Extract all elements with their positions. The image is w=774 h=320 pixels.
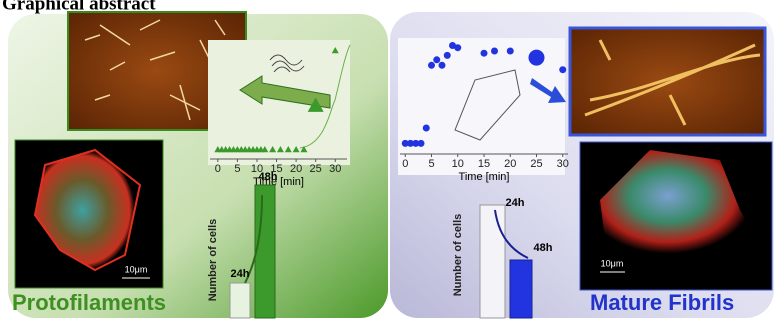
cells-bar bbox=[255, 185, 275, 318]
data-point bbox=[428, 62, 435, 69]
cells-axis-label: Number of cells bbox=[207, 219, 219, 302]
data-point bbox=[444, 52, 451, 59]
data-point bbox=[529, 50, 545, 66]
x-tick-label: 25 bbox=[310, 163, 322, 175]
data-point bbox=[481, 50, 488, 57]
data-point bbox=[454, 44, 461, 51]
data-point bbox=[491, 48, 498, 55]
x-tick-label: 0 bbox=[402, 158, 408, 170]
cells-label: 24h bbox=[506, 197, 525, 209]
x-tick-label: 10 bbox=[452, 158, 464, 170]
cells-axis-label: Number of cells bbox=[452, 214, 464, 297]
panel-label: Protofilaments bbox=[12, 290, 166, 315]
x-tick-label: 0 bbox=[215, 163, 221, 175]
data-point bbox=[559, 66, 566, 73]
x-tick-label: 5 bbox=[234, 163, 240, 175]
panel-label: Mature Fibrils bbox=[590, 290, 734, 315]
cells-bar bbox=[510, 260, 532, 318]
cells-label: 48h bbox=[534, 242, 553, 254]
x-tick-label: 30 bbox=[557, 158, 569, 170]
cells-label: 24h bbox=[231, 268, 250, 280]
x-tick-label: 5 bbox=[428, 158, 434, 170]
data-point bbox=[507, 48, 514, 55]
x-tick-label: 30 bbox=[329, 163, 341, 175]
cells-label: 48h bbox=[259, 171, 278, 183]
x-tick-label: 20 bbox=[504, 158, 516, 170]
cells-bar bbox=[230, 283, 250, 318]
graphical-abstract: Graphical abstract 051015202530Time [min… bbox=[0, 0, 774, 320]
scale-bar-label: 10μm bbox=[601, 258, 624, 268]
scale-bar-label: 10μm bbox=[125, 264, 148, 274]
data-point bbox=[433, 56, 440, 63]
x-tick-label: 25 bbox=[530, 158, 542, 170]
data-point bbox=[418, 140, 425, 147]
cells-bar bbox=[480, 205, 505, 318]
data-point bbox=[439, 62, 446, 69]
data-point bbox=[423, 125, 430, 132]
x-tick-label: 20 bbox=[290, 163, 302, 175]
x-tick-label: 15 bbox=[478, 158, 490, 170]
x-axis-label: Time [min] bbox=[459, 171, 510, 183]
